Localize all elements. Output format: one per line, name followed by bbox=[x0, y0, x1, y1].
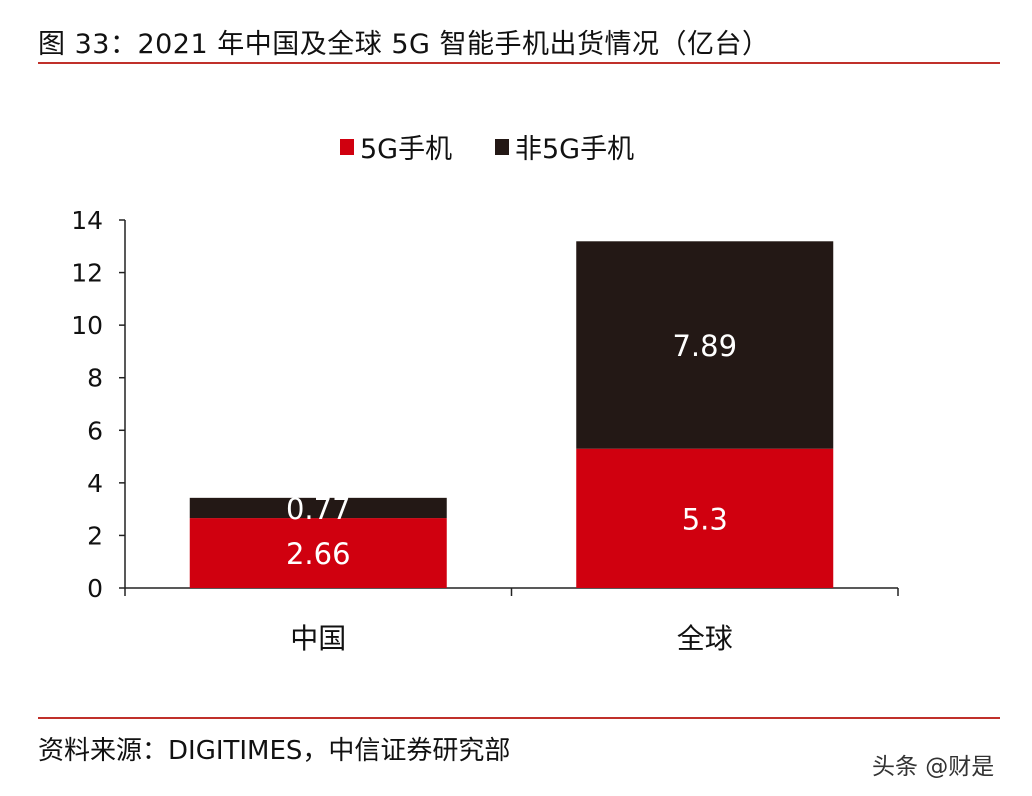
x-tick-label: 全球 bbox=[677, 622, 733, 655]
bar-5g bbox=[576, 448, 834, 588]
bar-non-5g bbox=[189, 497, 447, 519]
source-note: 资料来源：DIGITIMES，中信证券研究部 bbox=[38, 736, 511, 766]
y-tick-label: 0 bbox=[87, 574, 103, 603]
y-tick-label: 8 bbox=[87, 364, 103, 393]
watermark: 头条 @财是 bbox=[872, 754, 995, 780]
figure-title: 图 33：2021 年中国及全球 5G 智能手机出货情况（亿台） bbox=[38, 29, 770, 60]
legend-swatch bbox=[495, 139, 509, 155]
source-divider bbox=[38, 717, 1000, 719]
y-tick-label: 14 bbox=[71, 206, 103, 235]
y-tick-label: 10 bbox=[71, 311, 103, 340]
data-label: 0.77 bbox=[286, 492, 351, 526]
x-tick-label: 中国 bbox=[290, 622, 346, 655]
y-tick-label: 4 bbox=[87, 469, 103, 498]
bar-5g bbox=[189, 518, 447, 588]
legend-label: 非5G手机 bbox=[515, 134, 634, 165]
data-label: 2.66 bbox=[286, 537, 351, 571]
legend-label: 5G手机 bbox=[360, 134, 452, 165]
y-tick-label: 6 bbox=[87, 416, 103, 445]
bar-non-5g bbox=[576, 241, 834, 449]
title-divider bbox=[38, 62, 1000, 64]
data-label: 7.89 bbox=[672, 329, 737, 363]
data-label: 5.3 bbox=[682, 502, 728, 536]
legend-swatch bbox=[340, 139, 354, 155]
y-tick-label: 12 bbox=[71, 259, 103, 288]
y-tick-label: 2 bbox=[87, 521, 103, 550]
